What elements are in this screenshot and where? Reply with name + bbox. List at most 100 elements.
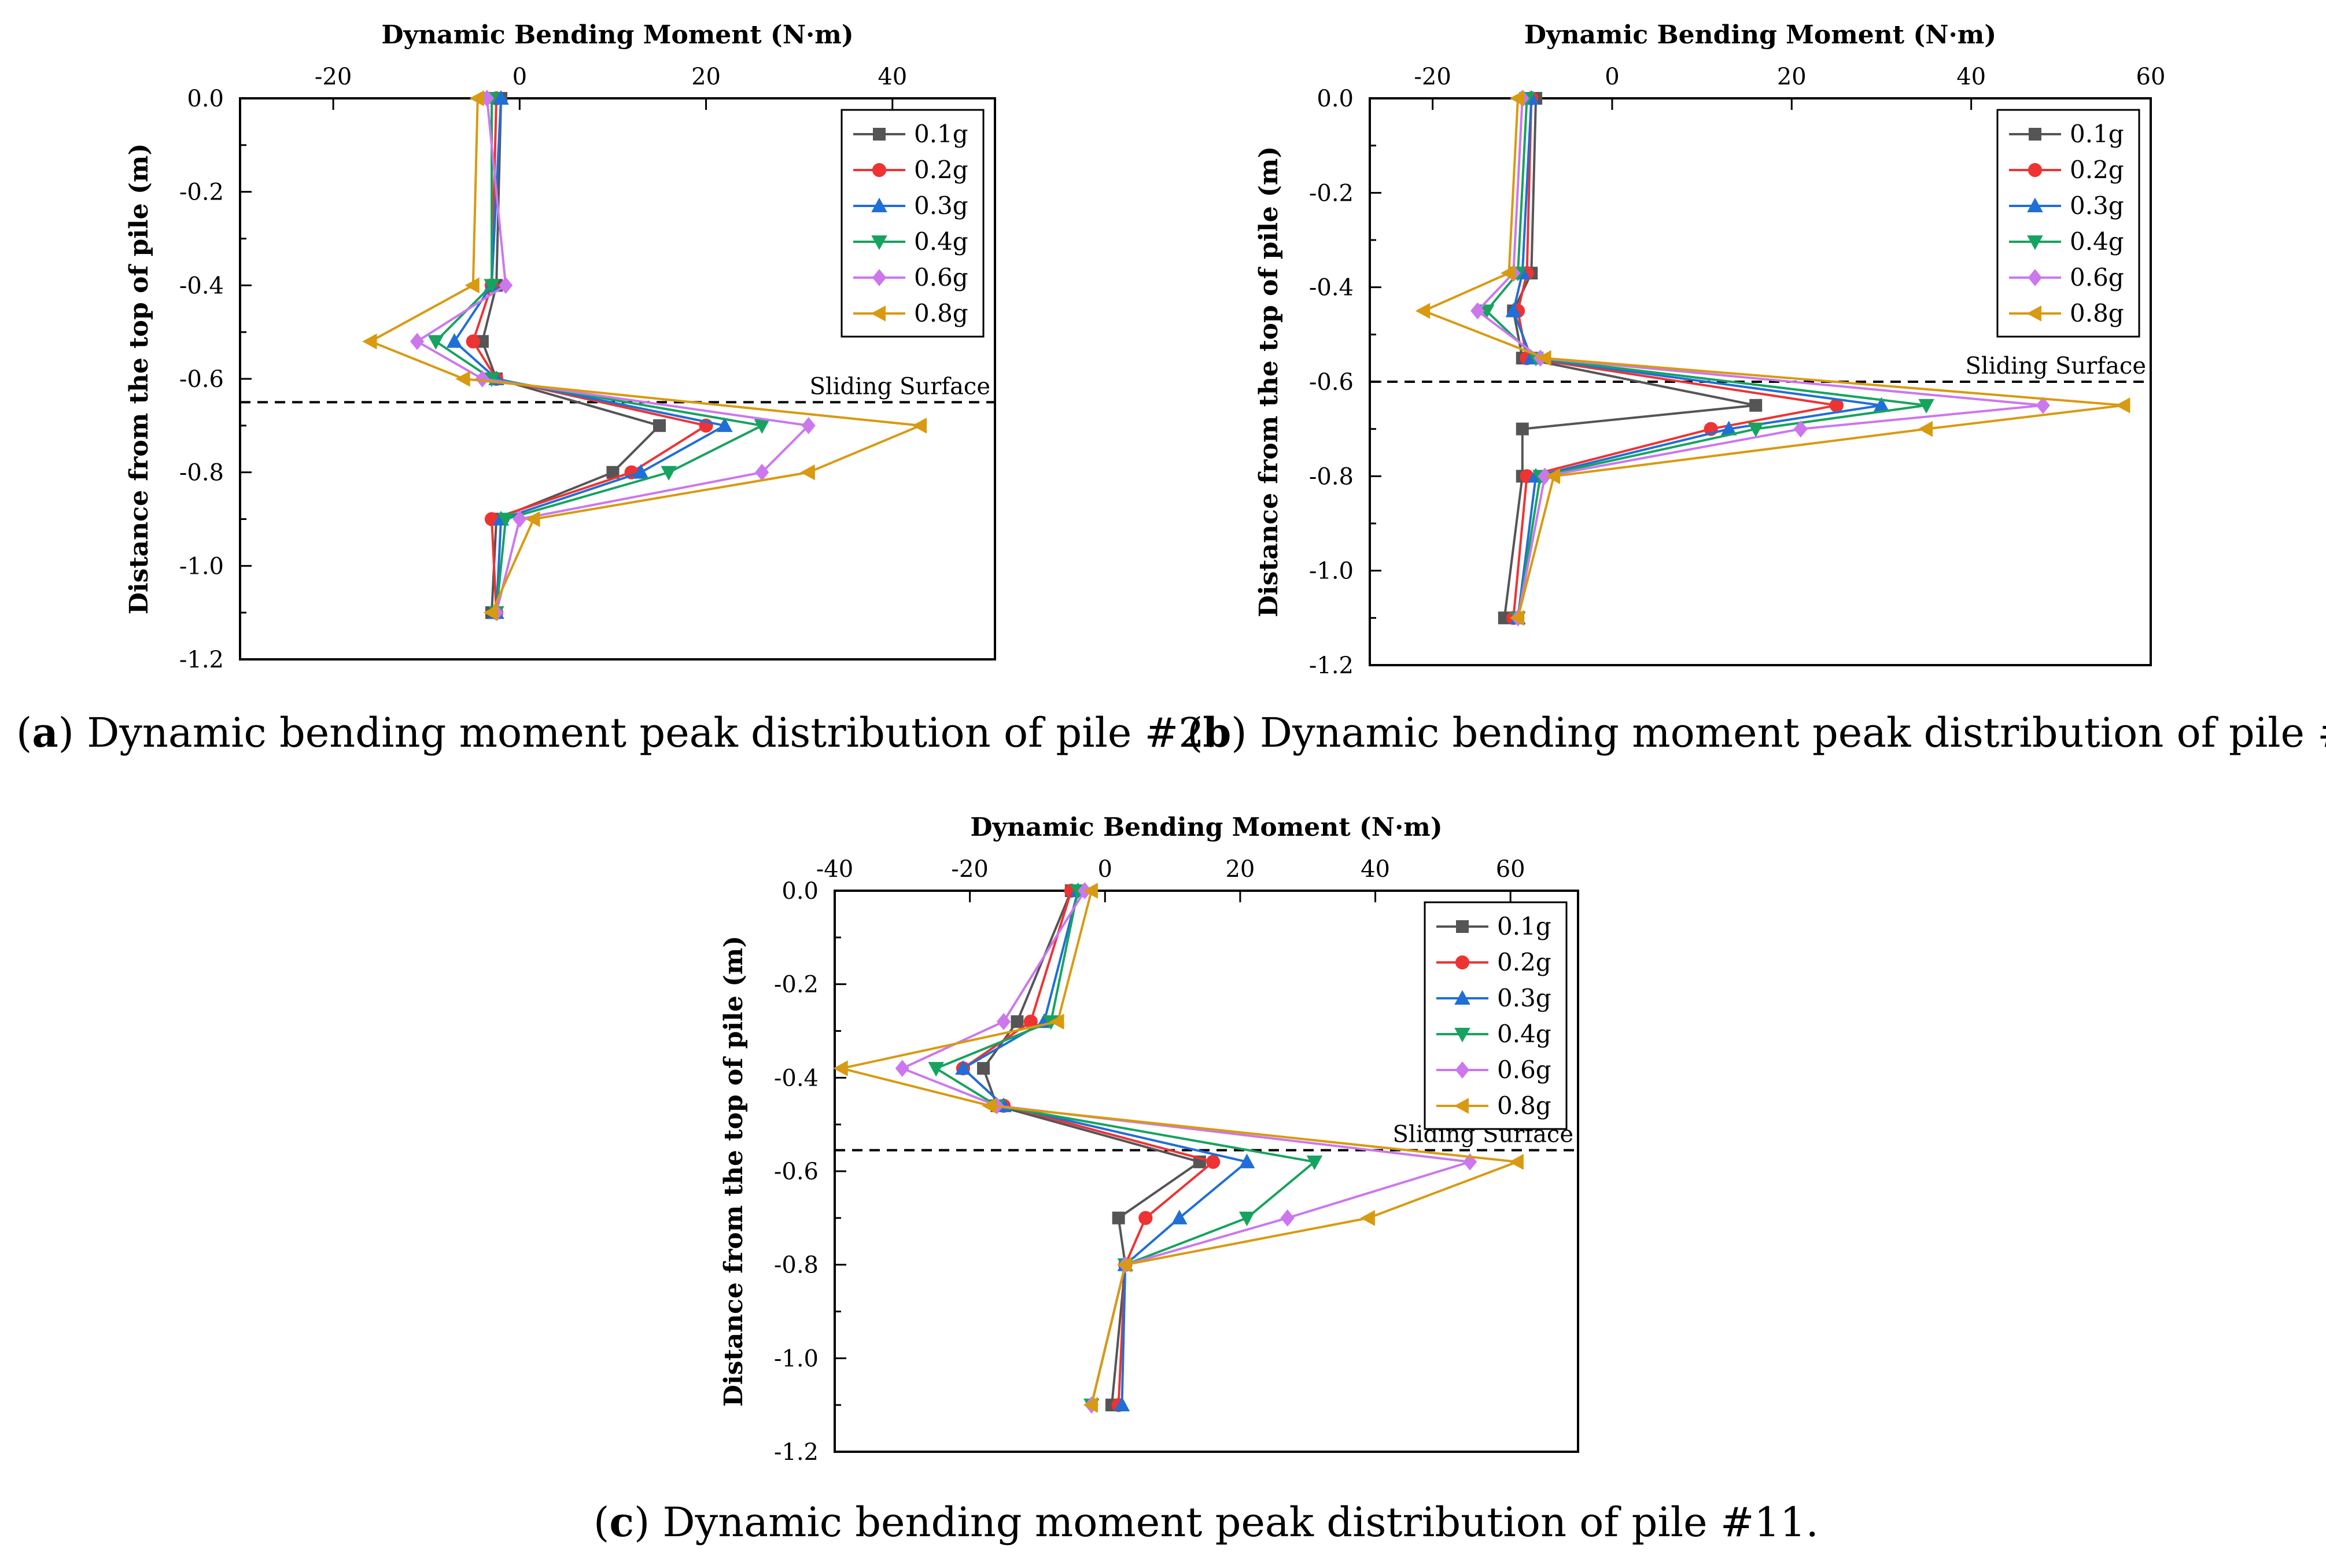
legend-marker <box>2026 305 2041 322</box>
legend-marker <box>872 269 887 286</box>
sliding-surface-label: Sliding Surface <box>1966 353 2146 379</box>
legend-marker <box>2027 235 2043 250</box>
y-tick-label: -1.0 <box>774 1345 819 1372</box>
data-point <box>1509 1154 1524 1170</box>
data-point <box>1415 302 1431 319</box>
data-point <box>661 466 677 481</box>
x-axis-title: Dynamic Bending Moment (N·m) <box>970 813 1442 842</box>
series-0.8g <box>362 90 927 621</box>
x-tick-label: -20 <box>951 856 988 883</box>
y-tick-label: -1.0 <box>1309 558 1354 585</box>
y-tick-label: -0.8 <box>1309 463 1354 490</box>
series-0.8g <box>833 883 1524 1413</box>
series-0.4g <box>928 884 1323 1414</box>
legend-label: 0.4g <box>914 227 968 256</box>
legend-label: 0.2g <box>1497 948 1551 976</box>
series-0.3g <box>1505 90 1890 625</box>
legend-marker <box>1455 955 1470 970</box>
x-axis-title: Dynamic Bending Moment (N·m) <box>381 20 853 50</box>
y-tick-label: -0.4 <box>774 1065 819 1091</box>
data-point <box>1206 1154 1221 1169</box>
data-point <box>1793 420 1808 438</box>
data-point <box>1117 1256 1132 1273</box>
data-point <box>2036 396 2050 414</box>
legend-label: 0.6g <box>914 263 968 292</box>
data-point <box>525 511 540 527</box>
series-line <box>962 890 1215 1405</box>
y-tick-label: -1.2 <box>1309 652 1354 679</box>
series-0.2g <box>956 883 1221 1412</box>
data-point <box>1478 304 1495 319</box>
x-tick-label: -20 <box>1414 64 1451 90</box>
legend-label: 0.1g <box>2070 120 2124 148</box>
caption-c: (c) Dynamic bending moment peak distribu… <box>594 1498 1819 1546</box>
data-point <box>427 335 444 350</box>
data-point <box>483 604 498 621</box>
series-line <box>434 98 764 613</box>
data-point <box>484 279 500 294</box>
data-point <box>446 333 463 348</box>
data-point <box>1509 90 1525 106</box>
legend-marker <box>872 163 887 178</box>
legend-box <box>841 109 985 338</box>
legend-marker <box>1454 1028 1470 1043</box>
series-0.4g <box>427 92 770 621</box>
chart-a: Dynamic Bending Moment (N·m) -20 0 20 40 0.0 -… <box>124 20 996 673</box>
legend-marker <box>1454 1098 1469 1114</box>
legend-label: 0.3g <box>2070 191 2124 220</box>
series-line <box>935 890 1316 1405</box>
data-point <box>1918 420 1933 437</box>
y-tick-label: -1.2 <box>774 1439 819 1466</box>
legend-marker <box>2027 197 2043 212</box>
caption-a: (a) Dynamic bending moment peak distribu… <box>16 709 1218 757</box>
data-point <box>755 463 769 481</box>
data-point <box>912 418 927 434</box>
y-axis-title: Distance from the top of pile (m) <box>1254 146 1284 618</box>
data-point <box>469 90 484 106</box>
y-axis-title: Distance from the top of pile (m) <box>719 936 749 1407</box>
chart-c: Dynamic Bending Moment (N·m) -40 -20 0 20 40 6… <box>719 813 1579 1466</box>
data-point <box>2115 397 2130 414</box>
data-point <box>606 466 620 479</box>
data-point <box>928 1062 944 1077</box>
x-tick-label: 20 <box>1777 64 1807 90</box>
x-tick-label: 0 <box>513 64 527 90</box>
legend-marker <box>2028 163 2043 178</box>
series-line <box>453 98 726 613</box>
legend-marker <box>871 235 887 250</box>
series-line <box>471 98 707 613</box>
legend-label: 0.2g <box>2070 156 2124 184</box>
legend: 0.1g 0.2g 0.3g 0.4g 0.6g 0.8g <box>841 109 985 338</box>
legend-label: 0.4g <box>1497 1020 1551 1048</box>
legend-label: 0.1g <box>1497 912 1551 940</box>
legend-label: 0.1g <box>914 120 968 148</box>
series-line <box>1512 98 1883 618</box>
legend-marker <box>871 197 887 212</box>
x-tick-label: 0 <box>1605 64 1619 90</box>
data-point <box>1023 1014 1038 1029</box>
data-point <box>1238 1211 1255 1227</box>
legend-label: 0.3g <box>1497 984 1551 1012</box>
legend: 0.1g 0.2g 0.3g 0.4g 0.6g 0.8g <box>1424 901 1568 1130</box>
series-line <box>840 890 1518 1405</box>
series-0.8g <box>1415 90 2130 626</box>
legend-marker <box>871 305 886 322</box>
series-line <box>962 890 1248 1405</box>
series-line <box>416 98 810 613</box>
data-point <box>1516 422 1529 436</box>
data-point <box>977 1062 990 1075</box>
data-point <box>1114 1396 1130 1412</box>
series-line <box>481 98 661 613</box>
series-line <box>1476 98 2044 618</box>
data-point <box>1918 399 1934 414</box>
data-point <box>895 1060 909 1078</box>
data-point <box>996 1013 1011 1031</box>
data-point <box>754 419 770 434</box>
data-point <box>955 1060 971 1075</box>
legend-box <box>1996 109 2140 338</box>
x-tick-label: -40 <box>816 856 853 883</box>
y-tick-label: -0.2 <box>179 179 224 206</box>
data-point <box>1306 1155 1323 1171</box>
y-tick-label: 0.0 <box>1317 86 1354 112</box>
